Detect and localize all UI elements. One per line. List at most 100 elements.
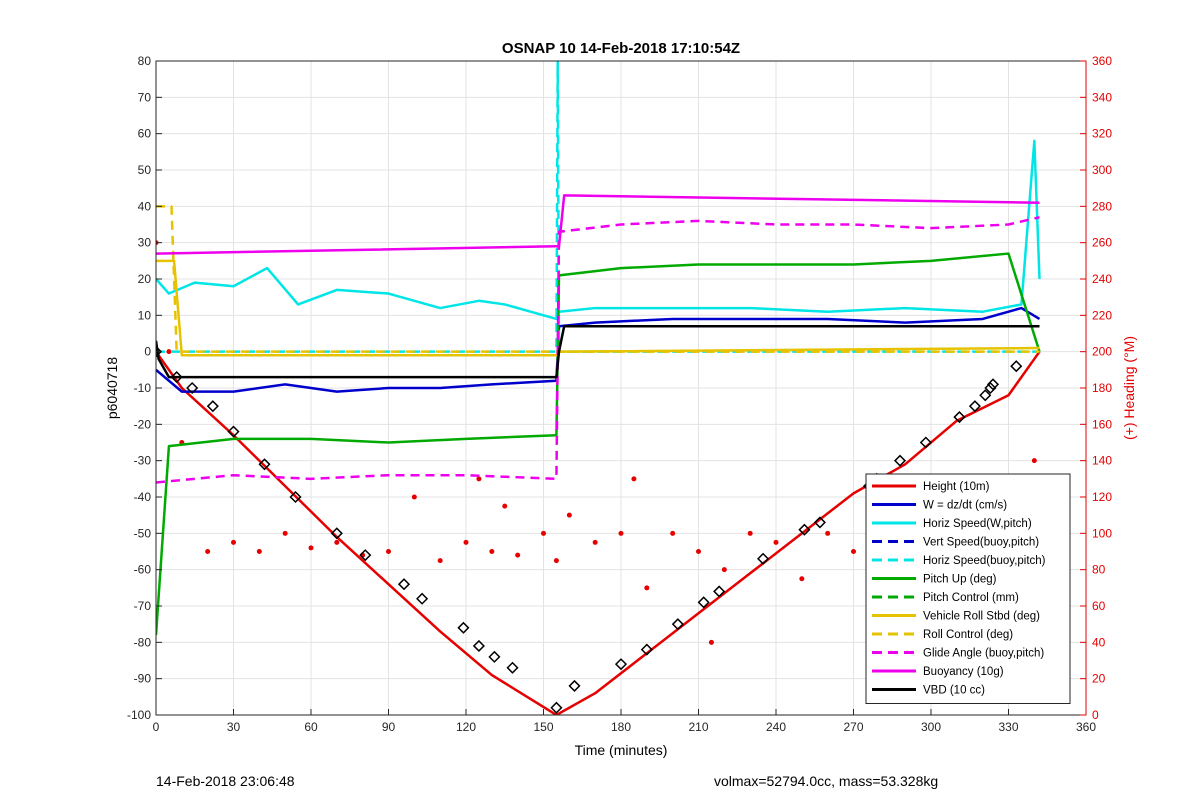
heading-point: [386, 549, 391, 554]
y-right-tick-label: 280: [1092, 199, 1112, 213]
heading-point: [773, 539, 779, 545]
y-right-tick-label: 320: [1092, 127, 1112, 141]
heading-point: [644, 585, 650, 591]
heading-point: [489, 549, 495, 554]
x-tick-label: 150: [533, 720, 553, 734]
height-marker: [757, 552, 770, 565]
height-marker: [206, 400, 219, 413]
legend-label: VBD (10 cc): [923, 685, 985, 697]
x-tick-label: 270: [843, 720, 863, 734]
series-line-11: [156, 324, 1040, 379]
y-tick-label: 60: [138, 127, 152, 141]
height-marker: [170, 371, 183, 384]
y-right-tick-label: 340: [1092, 90, 1112, 104]
y-tick-label: 50: [138, 163, 152, 177]
heading-point: [747, 530, 753, 536]
legend-label: W = dz/dt (cm/s): [923, 500, 1007, 512]
y-tick-label: -90: [134, 672, 152, 686]
heading-point: [825, 530, 831, 536]
y-right-tick-label: 260: [1092, 236, 1112, 250]
y-tick-label: 10: [138, 308, 152, 322]
x-tick-label: 330: [998, 720, 1018, 734]
y-tick-label: -40: [134, 490, 152, 504]
x-tick-label: 30: [227, 720, 241, 734]
height-marker: [330, 527, 343, 540]
heading-point: [618, 530, 624, 536]
y-right-tick-label: 180: [1092, 381, 1112, 395]
legend-label: Glide Angle (buoy,pitch): [923, 648, 1044, 660]
y-tick-label: -30: [134, 454, 152, 468]
height-marker: [697, 596, 710, 609]
y-axis-right-label: (+) Heading (°M): [1121, 336, 1137, 440]
series-line-10: [156, 194, 1040, 255]
x-tick-label: 210: [688, 720, 708, 734]
heading-point: [566, 512, 572, 518]
heading-point: [205, 549, 211, 554]
height-marker: [550, 701, 563, 714]
y-right-tick-label: 360: [1092, 54, 1112, 68]
height-marker: [671, 618, 684, 631]
height-marker: [713, 585, 726, 598]
legend-label: Roll Control (deg): [923, 629, 1013, 641]
y-tick-label: 0: [144, 345, 151, 359]
height-marker: [472, 639, 485, 653]
y-right-tick-label: 40: [1092, 635, 1106, 649]
y-right-tick-label: 100: [1092, 526, 1112, 540]
heading-point: [708, 639, 714, 645]
y-right-tick-label: 20: [1092, 672, 1106, 686]
x-tick-label: 180: [611, 720, 631, 734]
heading-point: [463, 539, 469, 545]
legend-box: [865, 473, 1071, 704]
y-tick-label: -70: [134, 599, 152, 613]
heading-point: [631, 476, 637, 482]
height-marker: [289, 490, 302, 504]
legend-label: Buoyancy (10g): [923, 666, 1004, 678]
y-tick-label: 20: [138, 272, 152, 286]
heading-point: [696, 549, 701, 554]
height-marker: [258, 458, 271, 471]
height-marker: [979, 389, 992, 402]
height-marker: [1010, 360, 1023, 373]
y-axis-label: p6040718: [104, 357, 120, 420]
y-tick-label: -50: [134, 526, 152, 540]
x-tick-label: 300: [921, 720, 941, 734]
height-marker: [416, 592, 429, 605]
legend-label: Vert Speed(buoy,pitch): [923, 537, 1039, 549]
y-right-tick-label: 0: [1092, 708, 1099, 722]
height-marker: [186, 381, 199, 395]
y-tick-label: -10: [134, 381, 152, 395]
height-marker: [614, 658, 628, 671]
footer-timestamp: 14-Feb-2018 23:06:48: [156, 773, 295, 789]
y-right-tick-label: 300: [1092, 163, 1112, 177]
y-tick-label: 80: [138, 54, 152, 68]
y-tick-label: 70: [138, 90, 152, 104]
height-marker: [568, 679, 581, 692]
x-tick-label: 0: [153, 720, 160, 734]
height-marker: [640, 643, 653, 656]
heading-point: [799, 576, 805, 582]
legend-label: Horiz Speed(buoy,pitch): [923, 555, 1046, 567]
y-right-tick-label: 60: [1092, 599, 1106, 613]
legend: Height (10m) W = dz/dt (cm/s) Horiz Speed(…: [865, 473, 1071, 704]
y-right-tick-label: 220: [1092, 308, 1112, 322]
ticks: 0 30 60 90 120 150 180 210 240 270 300 330 360 -10 0 -9…: [127, 54, 1112, 734]
heading-point: [541, 530, 546, 536]
series-line-8: [156, 205, 1040, 353]
x-tick-label: 240: [766, 720, 786, 734]
x-axis-label: Time (minutes): [575, 742, 668, 758]
heading-point: [437, 558, 443, 564]
height-marker: [986, 378, 1000, 391]
legend-label: Pitch Control (mm): [923, 592, 1019, 604]
height-marker: [227, 425, 240, 438]
heading-point: [334, 539, 340, 545]
y-right-tick-label: 120: [1092, 490, 1112, 504]
height-marker: [919, 436, 932, 449]
x-tick-label: 90: [382, 720, 396, 734]
heading-point: [166, 349, 172, 355]
y-tick-label: -60: [134, 563, 152, 577]
heading-point: [256, 549, 262, 554]
heading-point: [670, 530, 676, 536]
legend-label: Pitch Up (deg): [923, 574, 997, 586]
heading-point: [515, 552, 521, 558]
heading-point: [231, 539, 236, 545]
